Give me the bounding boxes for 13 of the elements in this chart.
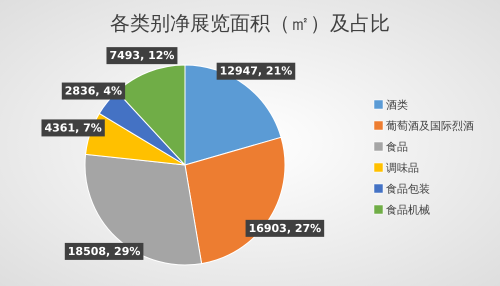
data-label: 2836, 4% bbox=[64, 84, 122, 98]
legend-label: 调味品 bbox=[386, 162, 419, 174]
data-label: 16903, 27% bbox=[248, 222, 322, 235]
chart-title: 各类别净展览面积（㎡）及占比 bbox=[110, 11, 390, 35]
legend-label: 食品 bbox=[386, 140, 408, 154]
legend-label: 食品包装 bbox=[386, 182, 430, 196]
legend-label: 葡萄酒及国际烈酒 bbox=[386, 120, 474, 132]
data-label: 12947, 21% bbox=[220, 64, 292, 78]
data-label: 18508, 29% bbox=[68, 244, 140, 258]
legend-label: 食品机械 bbox=[386, 204, 430, 216]
legend-label: 酒类 bbox=[386, 98, 408, 112]
data-label: 7493, 12% bbox=[109, 49, 174, 62]
data-label: 4361, 7% bbox=[44, 121, 102, 134]
